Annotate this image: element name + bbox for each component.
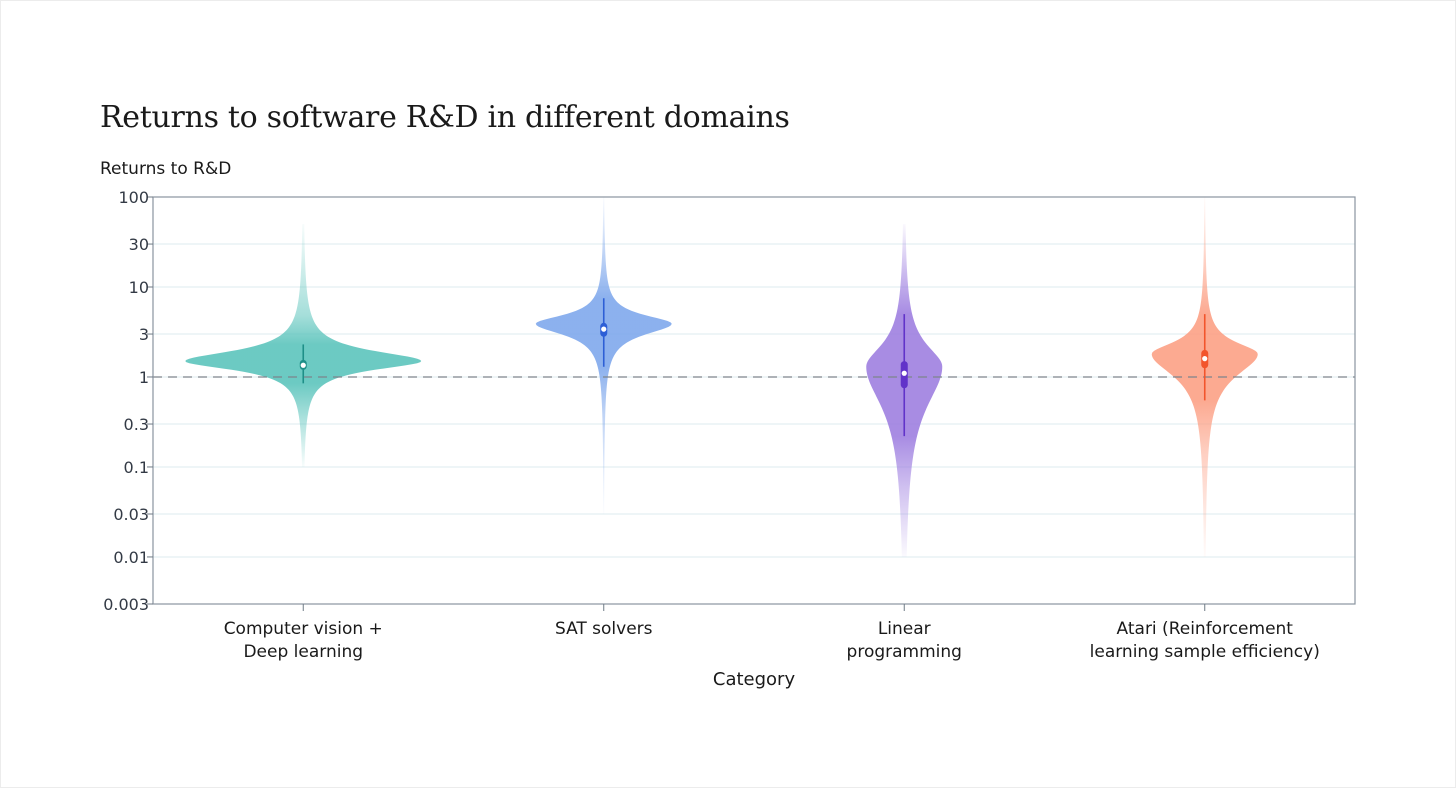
y-axis-title: Returns to R&D xyxy=(100,159,232,179)
y-tick-label: 1 xyxy=(139,368,149,387)
x-axis-title: Category xyxy=(713,669,796,690)
median-dot xyxy=(901,370,907,376)
median-dot xyxy=(300,362,306,368)
y-tick-label: 0.003 xyxy=(103,595,149,614)
y-tick-label: 0.1 xyxy=(124,458,149,477)
grid-lines xyxy=(153,196,1355,605)
median-dot xyxy=(601,326,607,332)
y-tick-label: 10 xyxy=(129,278,149,297)
x-tick-label: Linear programming xyxy=(847,619,962,662)
y-tick-label: 0.3 xyxy=(124,415,149,434)
chart-title: Returns to software R&D in different dom… xyxy=(100,100,790,135)
median-dot xyxy=(1202,356,1208,362)
y-axis-ticks: 100 30 10 3 1 0.3 0.1 0.03 0.01 0.003 xyxy=(103,188,153,614)
y-tick-label: 0.03 xyxy=(113,505,149,524)
y-tick-label: 100 xyxy=(118,188,149,207)
x-axis-ticks: Computer vision + Deep learning SAT solver… xyxy=(224,604,1320,662)
y-tick-label: 30 xyxy=(129,235,149,254)
x-tick-label: SAT solvers xyxy=(555,619,653,639)
y-tick-label: 0.01 xyxy=(113,548,149,567)
box-layer xyxy=(299,298,1209,437)
x-tick-label: Atari (Reinforcement learning sample effi… xyxy=(1090,619,1320,662)
y-tick-label: 3 xyxy=(139,325,149,344)
x-tick-label: Computer vision + Deep learning xyxy=(224,619,383,662)
plot-frame xyxy=(152,196,1356,605)
